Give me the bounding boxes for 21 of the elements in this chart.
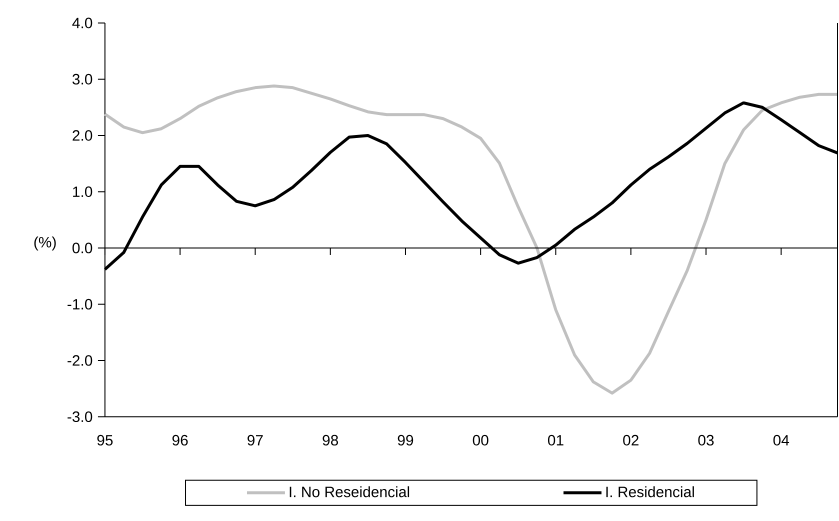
x-tick-label: 03 <box>698 435 714 446</box>
y-tick-label: 2.0 <box>72 130 92 141</box>
x-tick-label: 98 <box>322 435 338 446</box>
x-tick-label: 96 <box>172 435 188 446</box>
y-axis-title: (%) <box>34 236 56 251</box>
legend-label: I. No Reseidencial <box>290 486 410 498</box>
y-tick-label: -1.0 <box>68 299 92 310</box>
x-tick-label: 02 <box>623 435 638 446</box>
y-tick-label: 3.0 <box>72 74 92 85</box>
y-tick-label: -2.0 <box>68 355 92 366</box>
y-tick-label: 1.0 <box>73 186 92 198</box>
y-tick-label: 0.0 <box>72 242 92 254</box>
x-tick-label: 01 <box>548 435 564 446</box>
x-tick-label: 99 <box>398 435 414 446</box>
x-tick-label: 95 <box>97 435 113 446</box>
x-tick-label: 04 <box>773 435 790 446</box>
x-tick-label: 97 <box>248 435 263 446</box>
y-tick-label: -3.0 <box>68 412 92 422</box>
x-tick-label: 00 <box>472 435 488 446</box>
legend-label: I. Residencial <box>606 486 694 498</box>
y-tick-label: 4.0 <box>72 18 92 28</box>
